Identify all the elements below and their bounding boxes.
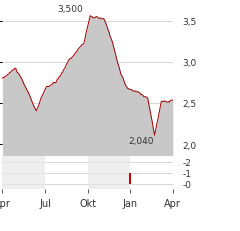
Text: 3,500: 3,500 bbox=[57, 5, 83, 14]
Bar bbox=[2, 157, 45, 189]
Text: 2,040: 2,040 bbox=[128, 137, 154, 146]
Bar bbox=[88, 157, 130, 189]
Bar bbox=[129, 173, 131, 184]
